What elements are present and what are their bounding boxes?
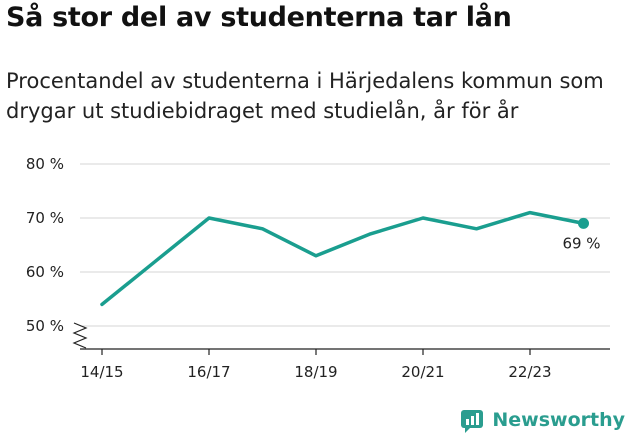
gridlines [80, 163, 610, 327]
x-tick-label: 22/23 [508, 363, 551, 381]
x-tick-label: 18/19 [294, 363, 337, 381]
y-tick-label: 80 % [26, 155, 64, 173]
data-labels: 69 % [562, 234, 600, 252]
brand-logo: Newsworthy [460, 407, 625, 433]
newsworthy-logo-icon [461, 410, 484, 433]
x-axis: 14/15 16/17 18/19 20/21 22/23 [72, 322, 610, 381]
x-tick-label: 14/15 [80, 363, 123, 381]
end-point-marker [578, 217, 589, 229]
end-value-label: 69 % [562, 234, 600, 252]
y-axis-ticks: 50 % 60 % 70 % 80 % [26, 155, 64, 335]
chart-title: Så stor del av studenterna tar lån [6, 2, 512, 33]
series-group [100, 210, 589, 307]
y-tick-label: 50 % [26, 317, 64, 335]
x-tick-label: 20/21 [401, 363, 444, 381]
y-tick-label: 60 % [26, 263, 64, 281]
chart-subtitle: Procentandel av studenterna i Härjedalen… [6, 69, 604, 123]
axis-break-icon [72, 322, 88, 349]
series-line [100, 210, 586, 307]
brand-name: Newsworthy [492, 409, 625, 431]
x-tick-label: 16/17 [187, 363, 230, 381]
y-tick-label: 70 % [26, 209, 64, 227]
